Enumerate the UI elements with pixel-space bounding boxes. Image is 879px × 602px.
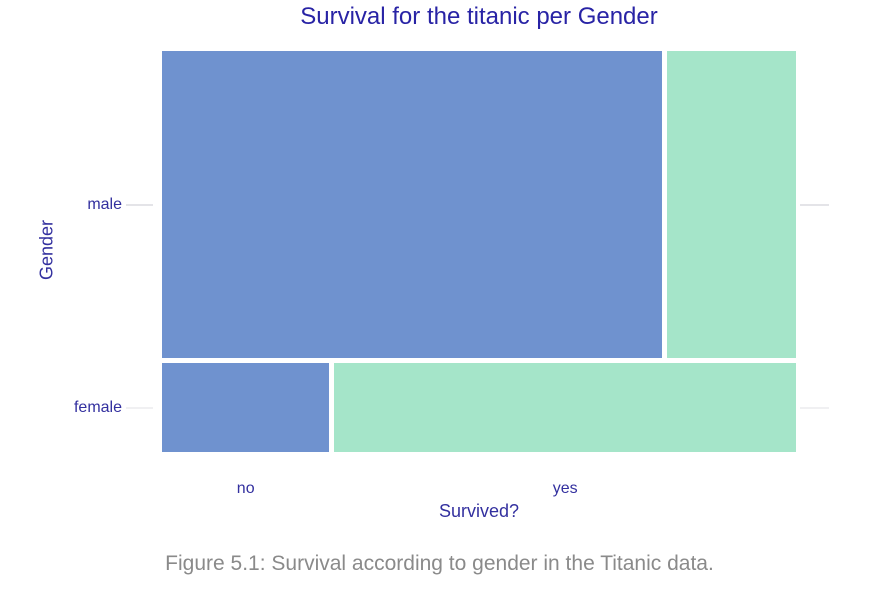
mosaic-cell-female-yes	[334, 363, 796, 452]
ytick-label-female: female	[73, 398, 122, 416]
mosaic-cell-female-no	[162, 363, 330, 452]
xtick-label-yes: yes	[552, 480, 578, 497]
ytick-mark-left-female	[126, 406, 153, 409]
ytick-mark-right-female	[800, 406, 829, 409]
chart-title: Survival for the titanic per Gender	[300, 3, 658, 30]
ytick-mark-right-male	[800, 203, 829, 206]
ytick-label-male: male	[87, 195, 122, 213]
figure-caption: Figure 5.1: Survival according to gender…	[165, 552, 714, 575]
mosaic-plot	[162, 51, 796, 452]
ytick-mark-left-male	[126, 203, 153, 206]
mosaic-cell-male-no	[162, 51, 663, 359]
x-axis-title: Survived?	[438, 501, 520, 521]
xtick-label-no: no	[236, 480, 255, 497]
y-axis-title: Gender	[36, 219, 57, 281]
mosaic-cell-male-yes	[667, 51, 796, 359]
